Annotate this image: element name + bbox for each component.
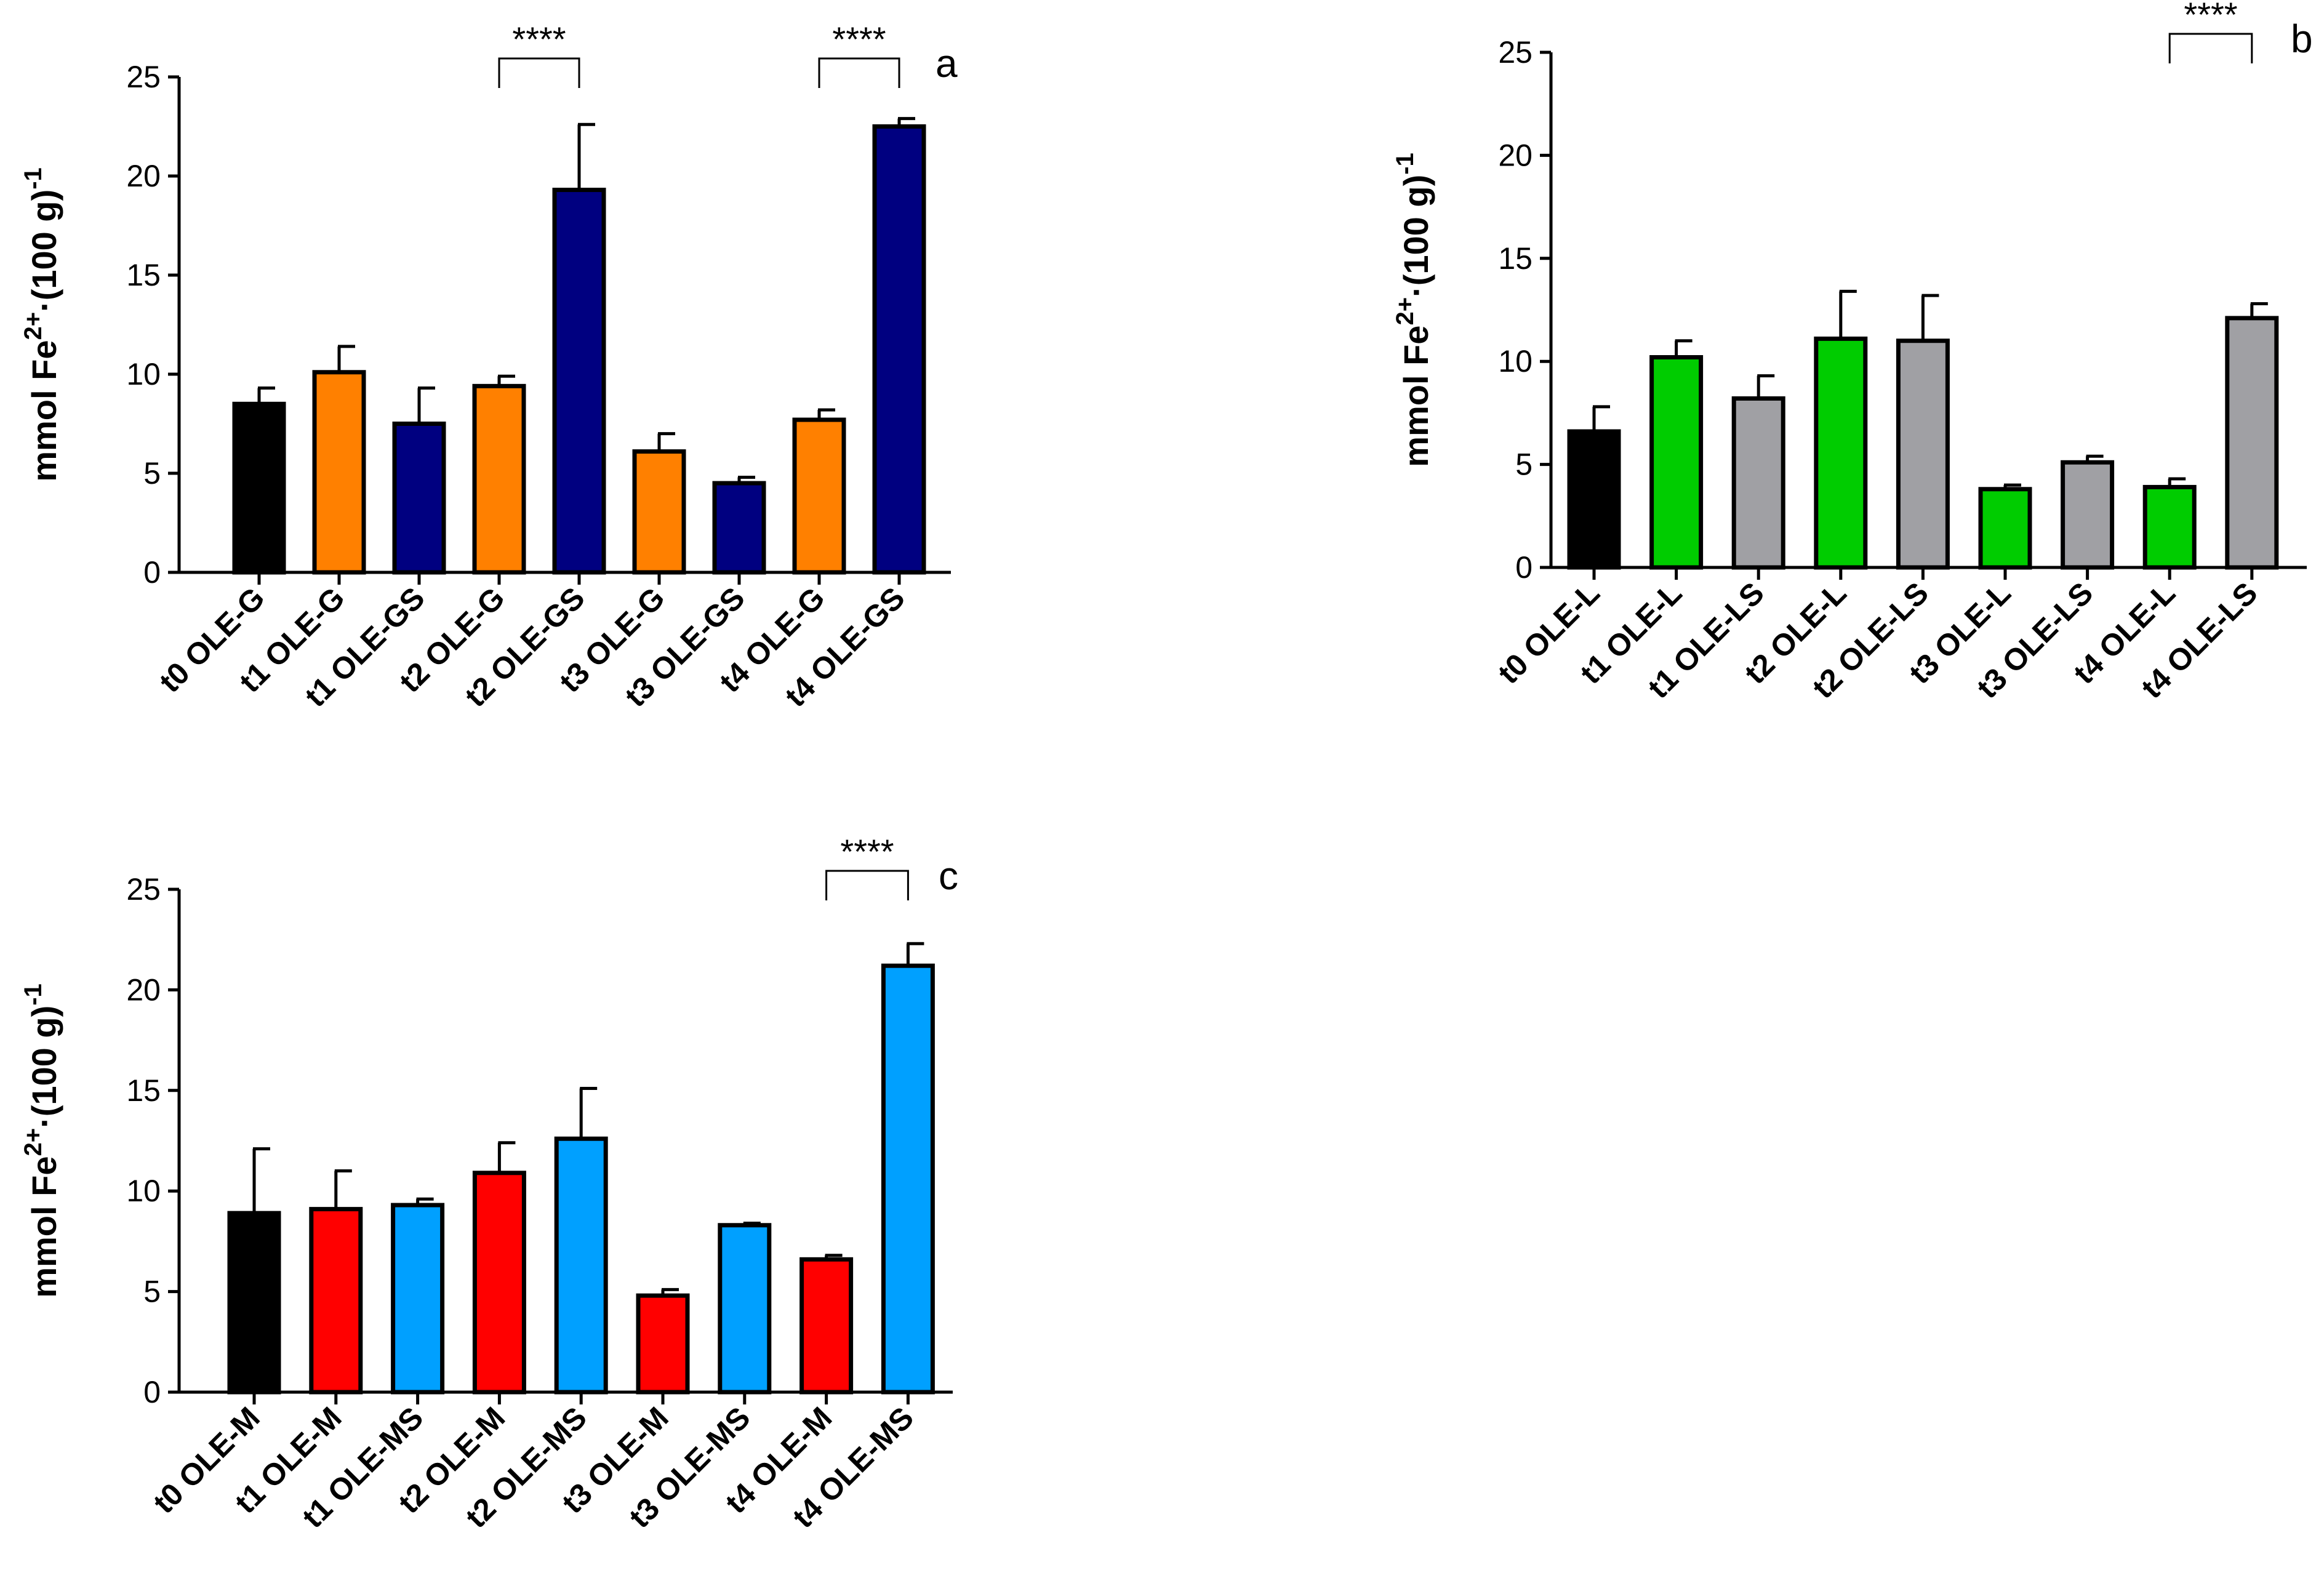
bar-t0-ole-l [1567,429,1621,570]
y-axis-title-main: mmol Fe [25,340,63,482]
y-axis-title-main: mmol Fe [25,1156,63,1298]
y-axis-title-main: mmol Fe [1396,326,1435,467]
y-axis-title-unit-sup: -1 [20,983,47,1006]
significance-label: **** [2184,0,2237,34]
y-axis-title-dot: · [25,1116,63,1128]
y-tick-label: 5 [143,456,161,491]
y-axis-title-dot: · [25,300,63,312]
y-axis-title-unit: (100 g) [25,190,63,301]
bar-t1-ole-g [312,370,366,575]
y-tick-label: 15 [126,258,161,292]
y-tick-label: 15 [126,1073,161,1108]
bar-t3-ole-m [636,1293,690,1395]
y-tick-label: 0 [143,555,161,590]
y-tick-label: 0 [1515,550,1533,585]
y-tick-label: 25 [126,60,161,94]
bar-t2-ole-g [472,383,526,575]
y-axis-title-unit: (100 g) [1396,175,1435,286]
bar-t4-ole-ms [881,963,935,1395]
bar-t0-ole-g [232,401,286,575]
y-tick-label: 20 [126,972,161,1007]
bar-t2-ole-l [1814,336,1868,570]
y-axis-title-unit-sup: -1 [20,167,47,190]
bar-t2-ole-gs [552,188,606,575]
y-tick-label: 10 [126,1174,161,1208]
bar-t2-ole-ms [554,1136,608,1395]
bar-t1-ole-m [309,1207,363,1395]
bar-t1-ole-ms [391,1203,445,1395]
y-axis-title-sup: 2+ [1392,297,1419,326]
bar-t4-ole-gs [872,124,926,575]
bar-t1-ole-gs [392,422,446,575]
y-tick-label: 10 [126,357,161,391]
bar-t3-ole-l [1978,487,2032,570]
y-axis-title-sup: 2+ [20,1128,47,1156]
bar-t4-ole-ls [2225,316,2279,570]
y-tick-label: 10 [1498,344,1533,378]
panel-label: b [2291,17,2313,61]
bar-t4-ole-m [799,1257,854,1395]
bar-t4-ole-g [792,417,846,575]
bar-t2-ole-ls [1896,338,1950,570]
y-tick-label: 5 [1515,447,1533,482]
panel-label: c [939,854,958,898]
y-tick-label: 0 [143,1375,161,1409]
bar-t3-ole-gs [712,481,766,575]
y-axis-title-unit-sup: -1 [1392,153,1419,175]
bar-t0-ole-m [227,1211,281,1395]
y-axis-title-sup: 2+ [20,312,47,340]
significance-bracket [2168,33,2253,63]
bar-t2-ole-m [472,1171,526,1395]
y-tick-label: 20 [1498,138,1533,172]
y-tick-label: 25 [1498,35,1533,70]
y-axis-title: mmol Fe2+·(100 g)-1 [20,983,63,1298]
bar-t3-ole-ms [718,1223,772,1395]
y-axis-title: mmol Fe2+·(100 g)-1 [1392,153,1435,467]
significance-bracket [825,870,909,900]
significance-bracket [498,57,580,88]
y-axis-title-unit: (100 g) [25,1006,63,1117]
significance-label: **** [512,20,566,58]
significance-bracket [818,57,900,88]
panel-label: a [936,41,958,86]
bar-t1-ole-ls [1731,396,1785,570]
bar-t1-ole-l [1649,355,1704,570]
bar-t3-ole-ls [2061,460,2115,570]
y-tick-label: 25 [126,872,161,907]
bar-t3-ole-g [632,449,686,575]
y-tick-label: 5 [143,1275,161,1309]
y-tick-label: 15 [1498,241,1533,276]
significance-label: **** [840,832,894,871]
y-tick-label: 20 [126,159,161,193]
bar-t4-ole-l [2142,484,2197,570]
y-axis-title: mmol Fe2+·(100 g)-1 [20,167,63,482]
significance-label: **** [832,20,886,58]
y-axis-title-dot: · [1396,286,1435,297]
